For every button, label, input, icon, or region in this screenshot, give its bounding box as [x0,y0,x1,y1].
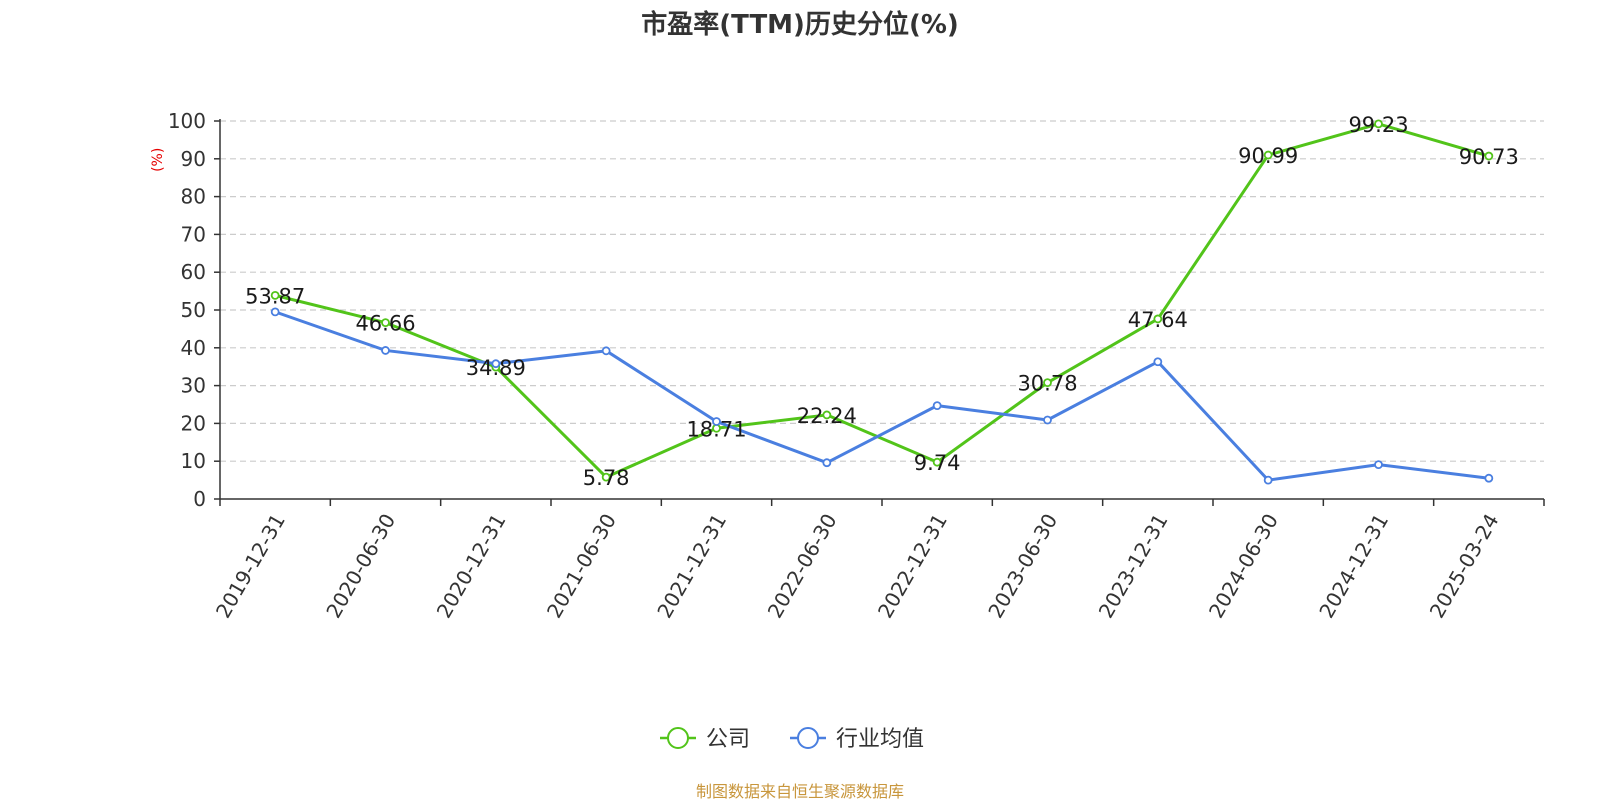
y-axis-unit-label: (%) [150,148,166,172]
y-tick-label: 30 [181,374,206,398]
data-point [270,290,280,300]
x-tick-label: 2020-12-31 [432,510,511,623]
data-point [1043,378,1052,388]
data-labels: 53.87 46.66 34.89 5.78 18.71 22.24 9.74 30.78 47… [245,113,1519,490]
data-label: 90.73 [1459,145,1519,169]
y-tick-label: 40 [181,336,206,360]
legend-marker [667,727,689,749]
y-tick-label: 20 [181,411,206,435]
legend-item-company: 公司 [660,727,750,752]
y-tick-label: 100 [168,109,206,133]
x-tick-label: 2019-12-31 [211,510,290,623]
x-tick-label: 2021-06-30 [542,510,621,623]
y-tick-label: 80 [181,185,206,209]
data-point [712,417,721,426]
data-point [381,318,390,328]
x-tick-label: 2020-06-30 [321,510,400,623]
data-label: 18.71 [686,417,746,441]
data-point [1374,460,1383,470]
data-point [1263,475,1273,485]
x-tick-label: 2023-12-31 [1094,510,1173,623]
data-point [1153,357,1163,367]
data-label: 30.78 [1017,372,1077,396]
x-tick-label: 2021-12-31 [652,510,731,623]
data-point [601,346,611,356]
chart-title: 市盈率(TTM)历史分位(%) [641,10,959,40]
y-tick-label: 70 [181,222,206,246]
x-tick-label: 2025-03-24 [1425,510,1504,623]
data-label: 34.89 [466,356,526,380]
data-point [1043,415,1052,425]
data-point [1484,473,1494,483]
data-label: 99.23 [1348,113,1408,137]
data-label: 47.64 [1128,308,1188,332]
data-point [1153,314,1163,324]
data-point [932,457,942,467]
x-tick-label: 2022-06-30 [763,510,842,623]
data-point [1374,119,1383,129]
data-point [932,401,942,411]
data-point [381,346,390,355]
y-tick-label: 90 [181,147,206,171]
data-point [601,472,611,482]
y-tick-label: 60 [181,260,206,284]
data-label: 53.87 [245,284,305,308]
data-point [1263,150,1273,160]
series-line-company [274,122,1490,479]
series-line-industry [274,310,1490,482]
data-point [822,458,832,468]
legend-marker [797,727,819,749]
data-label: 46.66 [355,312,415,336]
grid-lines [220,120,1544,462]
data-point [1484,151,1494,161]
legend-label: 公司 [706,727,750,752]
tick-labels: 0 10 20 30 40 50 60 70 80 90 100(%) 2019-12-31 2020-… [150,109,1504,622]
y-tick-label: 50 [181,298,206,322]
data-label: 5.78 [583,466,630,490]
data-label: 9.74 [914,451,961,475]
x-tick-label: 2022-12-31 [873,510,952,623]
legend-item-industry: 行业均值 [790,727,924,752]
data-point [491,359,501,369]
data-point [270,307,280,317]
legend-label: 行业均值 [836,727,924,752]
y-tick-label: 10 [181,449,206,473]
axes [214,119,1545,506]
legend: 公司 行业均值 [660,727,924,752]
series-lines [270,119,1494,485]
x-tick-label: 2024-06-30 [1204,510,1283,623]
x-tick-label: 2024-12-31 [1314,510,1393,623]
x-tick-label: 2023-06-30 [983,510,1062,623]
data-label: 90.99 [1238,144,1298,168]
data-label: 22.24 [797,404,857,428]
data-source-note: 制图数据来自恒生聚源数据库 [695,782,904,801]
data-point [822,410,832,420]
y-tick-label: 0 [193,487,206,511]
